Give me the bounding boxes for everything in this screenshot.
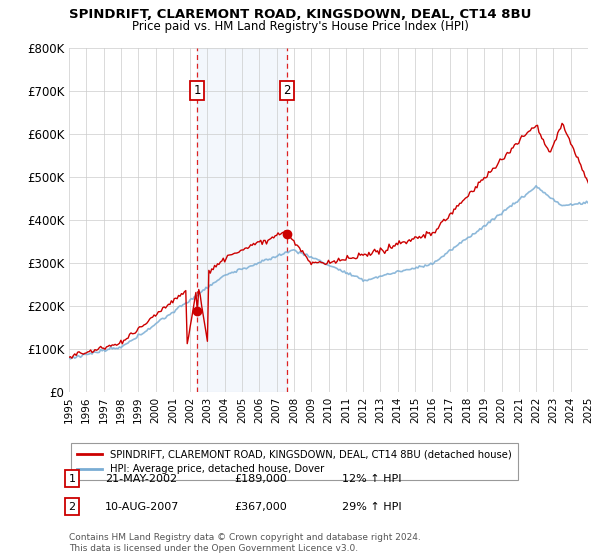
Text: Contains HM Land Registry data © Crown copyright and database right 2024.
This d: Contains HM Land Registry data © Crown c…	[69, 533, 421, 553]
Text: £189,000: £189,000	[234, 474, 287, 484]
Text: 10-AUG-2007: 10-AUG-2007	[105, 502, 179, 512]
Text: SPINDRIFT, CLAREMONT ROAD, KINGSDOWN, DEAL, CT14 8BU: SPINDRIFT, CLAREMONT ROAD, KINGSDOWN, DE…	[69, 8, 531, 21]
Text: Price paid vs. HM Land Registry's House Price Index (HPI): Price paid vs. HM Land Registry's House …	[131, 20, 469, 33]
Text: 29% ↑ HPI: 29% ↑ HPI	[342, 502, 401, 512]
Legend: SPINDRIFT, CLAREMONT ROAD, KINGSDOWN, DEAL, CT14 8BU (detached house), HPI: Aver: SPINDRIFT, CLAREMONT ROAD, KINGSDOWN, DE…	[71, 444, 518, 480]
Text: 21-MAY-2002: 21-MAY-2002	[105, 474, 177, 484]
Text: £367,000: £367,000	[234, 502, 287, 512]
Text: 12% ↑ HPI: 12% ↑ HPI	[342, 474, 401, 484]
Text: 1: 1	[68, 474, 76, 484]
Bar	[197, 48, 287, 392]
Text: 1: 1	[193, 84, 201, 97]
Text: 2: 2	[283, 84, 291, 97]
Text: 2: 2	[68, 502, 76, 512]
